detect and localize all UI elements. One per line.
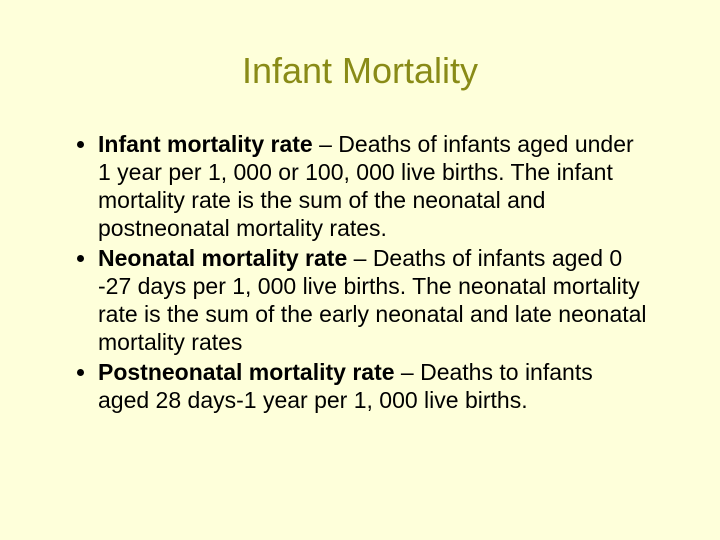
term: Infant mortality rate [98, 131, 313, 157]
list-item: Neonatal mortality rate – Deaths of infa… [98, 244, 650, 356]
bullet-list: Infant mortality rate – Deaths of infant… [70, 130, 650, 414]
list-item: Postneonatal mortality rate – Deaths to … [98, 358, 650, 414]
slide: Infant Mortality Infant mortality rate –… [0, 0, 720, 540]
term: Postneonatal mortality rate [98, 359, 395, 385]
slide-title: Infant Mortality [70, 50, 650, 92]
list-item: Infant mortality rate – Deaths of infant… [98, 130, 650, 242]
term: Neonatal mortality rate [98, 245, 347, 271]
